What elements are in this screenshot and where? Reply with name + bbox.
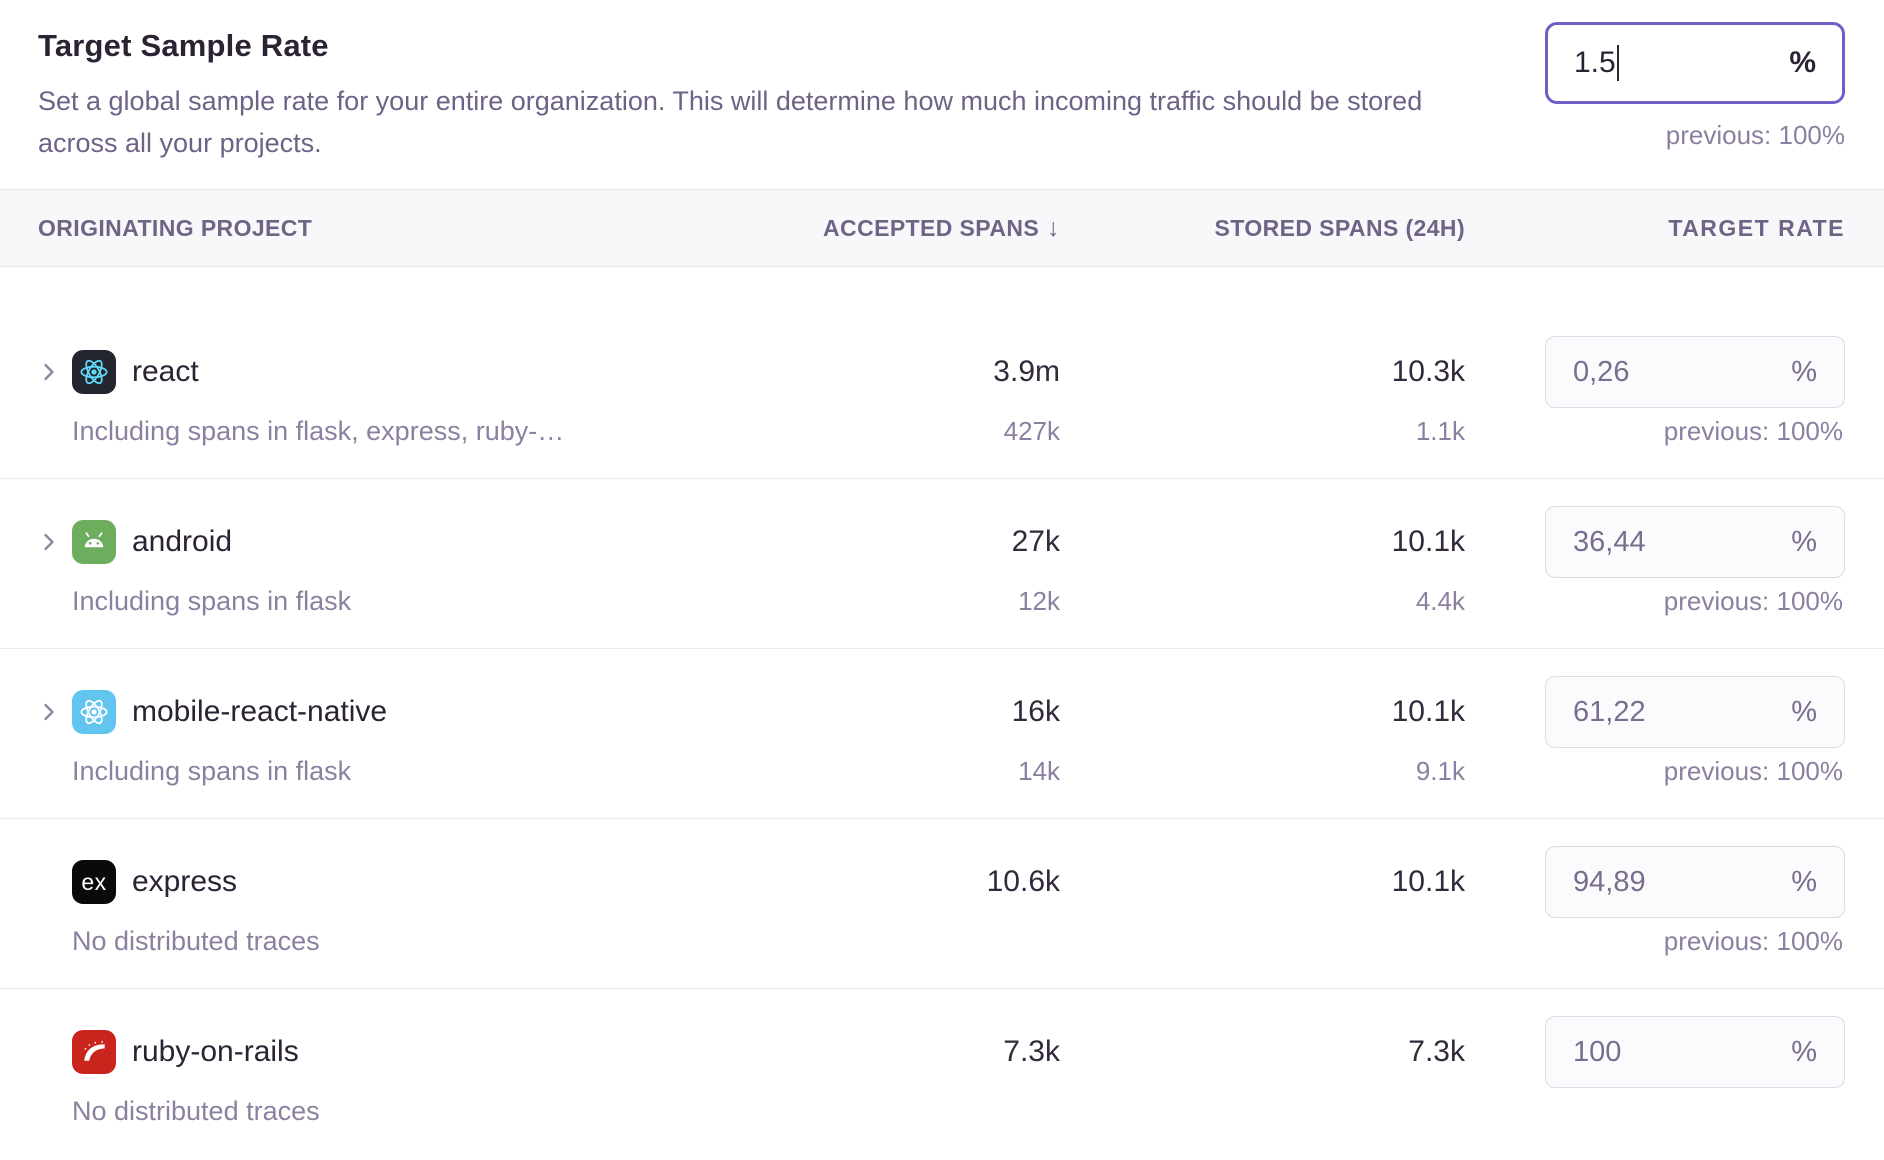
stored-spans-value: 10.1k [1391,525,1465,558]
sort-descending-icon: ↓ [1047,213,1060,242]
panel-description: Set a global sample rate for your entire… [38,86,1423,158]
expand-chevron-icon[interactable] [38,361,72,383]
target-rate-value: 61,22 [1573,695,1646,728]
target-rate-value: 94,89 [1573,865,1646,898]
project-context: Including spans in flask [72,586,352,616]
percent-suffix: % [1791,1035,1817,1068]
project-context: No distributed traces [72,926,320,956]
previous-rate-label: previous: 100% [1663,416,1843,446]
expand-chevron-icon[interactable] [38,531,72,553]
percent-suffix: % [1791,865,1817,898]
project-name: ruby-on-rails [132,1035,299,1068]
projects-table: react 3.9m 10.3k 0,26 % Including spans … [0,267,1884,1159]
project-row: react 3.9m 10.3k 0,26 % Including spans … [0,267,1884,479]
express-platform-icon: ex [72,860,116,904]
panel-header: Target Sample Rate Set a global sample r… [0,0,1884,189]
target-rate-input[interactable]: 94,89 % [1545,846,1845,918]
previous-rate-label: previous: 100% [1663,756,1843,786]
column-header-target-rate: TARGET RATE [1668,214,1845,241]
react-platform-icon [72,350,116,394]
accepted-spans-value: 27k [1011,525,1060,558]
expand-chevron-icon[interactable] [38,701,72,723]
project-row: mobile-react-native 16k 10.1k 61,22 % In… [0,649,1884,819]
stored-spans-value: 10.3k [1391,355,1465,388]
project-row: ruby-on-rails 7.3k 7.3k 100 % No distrib… [0,989,1884,1159]
column-header-stored-spans: STORED SPANS (24H) [1214,214,1465,241]
target-rate-input[interactable]: 100 % [1545,1016,1845,1088]
project-name: mobile-react-native [132,695,388,728]
target-rate-value: 0,26 [1573,355,1630,388]
percent-suffix: % [1791,695,1817,728]
react-native-platform-icon [72,690,116,734]
accepted-spans-value: 7.3k [1003,1035,1060,1068]
stored-spans-value: 7.3k [1408,1035,1465,1068]
target-rate-input[interactable]: 0,26 % [1545,336,1845,408]
global-previous-rate: previous: 100% [1665,120,1845,150]
ruby-on-rails-platform-icon [72,1030,116,1074]
accepted-spans-value: 10.6k [986,865,1060,898]
stored-spans-value: 10.1k [1391,695,1465,728]
project-name: android [132,525,233,558]
accepted-spans-subvalue: 427k [1003,416,1060,446]
global-sample-rate-value: 1.5 [1574,46,1616,79]
percent-suffix: % [1791,525,1817,558]
previous-rate-label: previous: 100% [1663,586,1843,616]
accepted-spans-value: 3.9m [993,355,1060,388]
target-rate-value: 100 [1573,1035,1622,1068]
percent-suffix: % [1791,355,1817,388]
android-platform-icon [72,520,116,564]
stored-spans-subvalue: 1.1k [1415,416,1465,446]
project-row: android 27k 10.1k 36,44 % Including span… [0,479,1884,649]
accepted-spans-value: 16k [1011,695,1060,728]
target-rate-value: 36,44 [1573,525,1646,558]
column-header-originating-project: ORIGINATING PROJECT [38,214,313,241]
project-name: express [132,865,238,898]
target-rate-input[interactable]: 61,22 % [1545,676,1845,748]
stored-spans-subvalue: 4.4k [1415,586,1465,616]
accepted-spans-subvalue: 12k [1018,586,1060,616]
accepted-spans-subvalue: 14k [1018,756,1060,786]
text-cursor [1616,45,1619,81]
previous-rate-label: previous: 100% [1663,926,1843,956]
stored-spans-value: 10.1k [1391,865,1465,898]
project-name: react [132,355,199,388]
stored-spans-subvalue: 9.1k [1415,756,1465,786]
column-header-accepted-spans[interactable]: ACCEPTED SPANS ↓ [823,213,1060,242]
target-rate-input[interactable]: 36,44 % [1545,506,1845,578]
panel-title: Target Sample Rate [38,28,329,63]
project-row: ex express 10.6k 10.1k 94,89 % No distri… [0,819,1884,989]
project-context: Including spans in flask [72,756,352,786]
global-sample-rate-input[interactable]: 1.5 % [1545,22,1845,104]
project-context: Including spans in flask, express, ruby-… [72,416,565,446]
projects-table-header: ORIGINATING PROJECT ACCEPTED SPANS ↓ STOR… [0,189,1884,267]
project-context: No distributed traces [72,1096,320,1126]
percent-suffix: % [1789,46,1816,79]
